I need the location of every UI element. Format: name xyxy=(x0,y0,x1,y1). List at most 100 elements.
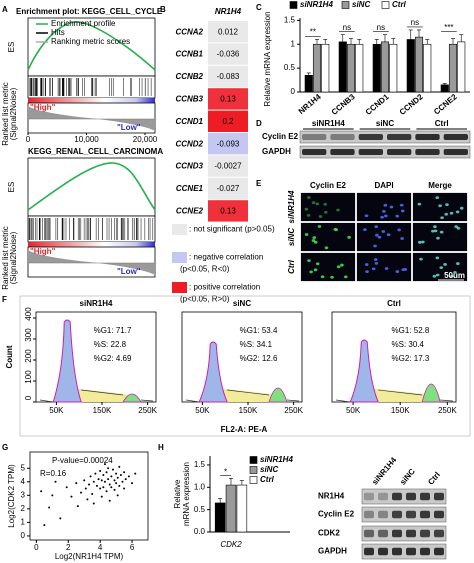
error-bar xyxy=(229,478,233,486)
stat-label: %G2: 12.6 xyxy=(240,354,278,363)
blot-band xyxy=(434,492,444,501)
nucleus xyxy=(382,210,386,213)
micrograph xyxy=(356,252,412,282)
row-label: Cyclin E2 xyxy=(262,132,299,141)
point xyxy=(110,486,113,489)
nucleus xyxy=(336,208,340,212)
plot-frame xyxy=(29,451,149,541)
legend-label: (p<0.05, R>0) xyxy=(180,295,230,304)
micrograph xyxy=(356,222,412,252)
legend-label: (p<0.05, R<0) xyxy=(180,265,230,274)
x-axis-label: CDK2 xyxy=(220,540,242,549)
legend-swatch xyxy=(341,1,350,9)
nucleus xyxy=(320,275,325,279)
micrograph xyxy=(356,192,412,222)
y-tick-label: 0 xyxy=(21,531,26,540)
point xyxy=(84,487,87,490)
point xyxy=(116,494,119,497)
rank-strip xyxy=(28,98,155,103)
blot-band xyxy=(378,529,388,538)
annotation: P-value=0.00024 xyxy=(52,456,113,465)
gene-label: CCNA2 xyxy=(175,27,203,36)
g2-peak xyxy=(122,393,142,403)
nucleus xyxy=(307,259,311,263)
x-tick-label: 250K xyxy=(284,406,303,415)
blot-band xyxy=(302,134,327,140)
x-tick-label: 0 xyxy=(26,135,31,144)
nucleus xyxy=(435,256,440,260)
point xyxy=(94,472,97,475)
legend-swatch xyxy=(172,282,187,293)
axis-label: ES xyxy=(7,42,16,53)
blot-background xyxy=(361,488,447,505)
significance-label: ns xyxy=(377,23,385,32)
row-label: GAPDH xyxy=(318,547,347,556)
point xyxy=(123,471,126,474)
stat-label: %S: 22.8 xyxy=(94,340,127,349)
x-tick-label: 150K xyxy=(93,406,112,415)
bar xyxy=(389,43,398,93)
x-tick-label: 250K xyxy=(438,406,457,415)
point xyxy=(113,488,116,491)
stat-label: %S: 34.1 xyxy=(240,340,273,349)
legend-swatch xyxy=(289,1,298,9)
gene-label: CCNB3 xyxy=(175,95,203,104)
table-cell xyxy=(208,65,248,88)
g1-peak xyxy=(349,339,380,403)
error-bar xyxy=(323,39,328,45)
bar xyxy=(304,74,313,93)
x-tick-label: 50K xyxy=(346,406,361,415)
blot-band xyxy=(420,529,430,538)
rank-strip xyxy=(28,242,155,247)
low-label: "Low" xyxy=(117,123,141,132)
y-axis-label: Count xyxy=(5,345,14,368)
nucleus xyxy=(336,265,341,269)
nucleus xyxy=(433,225,437,229)
panel-letter: H xyxy=(158,443,164,452)
x-tick-label: 6 xyxy=(130,543,135,552)
panel-frame xyxy=(19,295,471,437)
point xyxy=(116,476,119,479)
column-header: DAPI xyxy=(374,181,393,190)
error-bar xyxy=(340,34,345,42)
nucleus xyxy=(456,262,460,265)
lane-label: siNR1H4 xyxy=(312,119,345,128)
nucleus xyxy=(397,228,401,232)
point xyxy=(123,487,126,490)
table-cell xyxy=(208,200,248,222)
point xyxy=(54,480,57,483)
blot-band xyxy=(302,149,327,155)
blot-band xyxy=(443,134,468,140)
legend-swatch xyxy=(172,252,187,263)
point xyxy=(100,479,103,482)
gene-label: CCNE2 xyxy=(176,207,204,216)
point xyxy=(80,491,83,494)
nucleus xyxy=(304,233,309,236)
x-tick-label: 250K xyxy=(138,406,157,415)
scale-label: 50um xyxy=(444,271,465,280)
point xyxy=(99,469,102,472)
blot-band xyxy=(415,134,440,140)
legend-label: Ranking metric scores xyxy=(51,37,130,46)
legend-label: siNC xyxy=(352,0,370,9)
bar xyxy=(355,43,364,93)
point xyxy=(103,463,106,466)
blot-band xyxy=(378,547,388,556)
blot-band xyxy=(415,149,440,155)
y-tick-label: 3 xyxy=(21,490,26,499)
histogram-title: Ctrl xyxy=(387,299,401,308)
error-bar xyxy=(218,498,223,503)
nucleus xyxy=(431,229,435,233)
table-cell xyxy=(208,133,248,155)
y-tick-label: 0.5 xyxy=(194,505,206,514)
point xyxy=(92,480,95,483)
gene-label: CCNE1 xyxy=(176,184,204,193)
legend-label: : not significant (p>0.05) xyxy=(189,225,275,234)
bar xyxy=(406,39,415,93)
nucleus xyxy=(304,207,309,211)
nucleus xyxy=(311,239,316,242)
s-phase-area xyxy=(213,388,278,402)
error-bar xyxy=(239,480,244,486)
blot-band xyxy=(364,492,374,501)
nucleus xyxy=(315,262,320,266)
